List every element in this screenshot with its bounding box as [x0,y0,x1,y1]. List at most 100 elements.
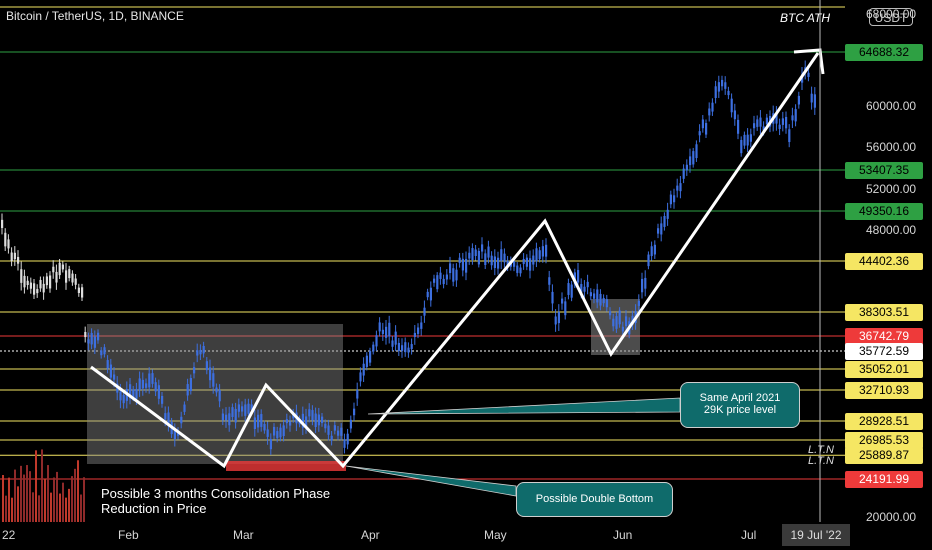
candle [417,327,420,334]
candle [471,248,474,261]
candle [234,408,237,423]
candle [420,322,423,329]
candle [583,286,586,292]
candle [762,126,765,131]
candle [340,427,343,436]
candle [10,252,13,262]
time-tick: Jul [741,528,757,542]
volume-bar [80,494,82,522]
candle [701,119,704,129]
time-tick: Feb [118,528,139,542]
candle [775,113,778,124]
candle [695,144,698,159]
candle [714,86,717,98]
candle [461,258,464,271]
double-bottom-zone [226,461,346,471]
candle [199,350,202,355]
candle [602,297,605,304]
candle [151,373,154,384]
candle [311,410,314,421]
candle [353,408,356,416]
candle [513,261,516,267]
volume-bar [35,450,37,522]
candle [535,248,538,262]
candle [660,223,663,235]
candle [711,102,714,112]
volume-bar [71,476,73,522]
price-tick: 68000.00 [866,7,917,21]
candle [205,361,208,371]
price-tick: 48000.00 [866,223,917,237]
candle [682,168,685,179]
candle [740,139,743,154]
candle [141,379,144,389]
volume-bar [65,497,67,522]
candle [673,195,676,203]
price-tick: 56000.00 [866,140,917,154]
candle [173,430,176,440]
candle [26,280,29,285]
candle [100,350,103,356]
candle [401,345,404,351]
candle [589,292,592,297]
candle [212,373,215,387]
candle [301,413,304,428]
candle [77,287,80,293]
candle [689,156,692,166]
ltn-label: L.T.N [808,444,834,456]
candle [1,219,4,228]
candle [465,258,468,273]
candle [618,310,621,325]
april-level-line: Same April 2021 [699,392,781,404]
time-tick: May [484,528,507,542]
candle [727,90,730,96]
candle [468,252,471,259]
candle [493,256,496,268]
consolidation-note-line: Reduction in Price [101,501,207,516]
chart-title: Bitcoin / TetherUS, 1D, BINANCE [6,9,184,23]
volume-bar [47,465,49,522]
candle [676,185,679,191]
time-tick: Apr [361,528,380,542]
candle [145,383,148,388]
candle [305,416,308,427]
candle [289,421,292,426]
candle [180,416,183,424]
candle [721,79,724,87]
candle [650,246,653,257]
candle [372,344,375,352]
candle [343,439,346,448]
candle [349,419,352,429]
volume-bar [53,477,55,522]
candle [266,429,269,437]
candle [253,417,256,430]
candle [666,209,669,219]
candle [327,425,330,435]
volume-bar [20,465,22,522]
candle [781,118,784,125]
candle [644,277,647,289]
time-tick: Mar [233,528,254,542]
candle [679,183,682,192]
volume-bar [17,486,19,522]
candle [359,372,362,382]
candle [407,347,410,353]
time-tick: 22 [2,528,16,542]
candle [567,283,570,295]
candle [474,249,477,257]
candle [481,244,484,252]
currency-selector[interactable]: USDT [869,8,913,26]
candle [516,265,519,273]
candle [129,384,132,399]
candle [193,367,196,374]
candle [61,264,64,270]
candle [730,98,733,113]
candle [314,413,317,428]
candle [106,360,109,369]
candle [90,333,93,345]
consolidation-note: Possible 3 months Consolidation Phase Re… [101,486,330,516]
candle [42,283,45,293]
ath-label: BTC ATH [780,11,830,25]
candle [497,257,500,269]
